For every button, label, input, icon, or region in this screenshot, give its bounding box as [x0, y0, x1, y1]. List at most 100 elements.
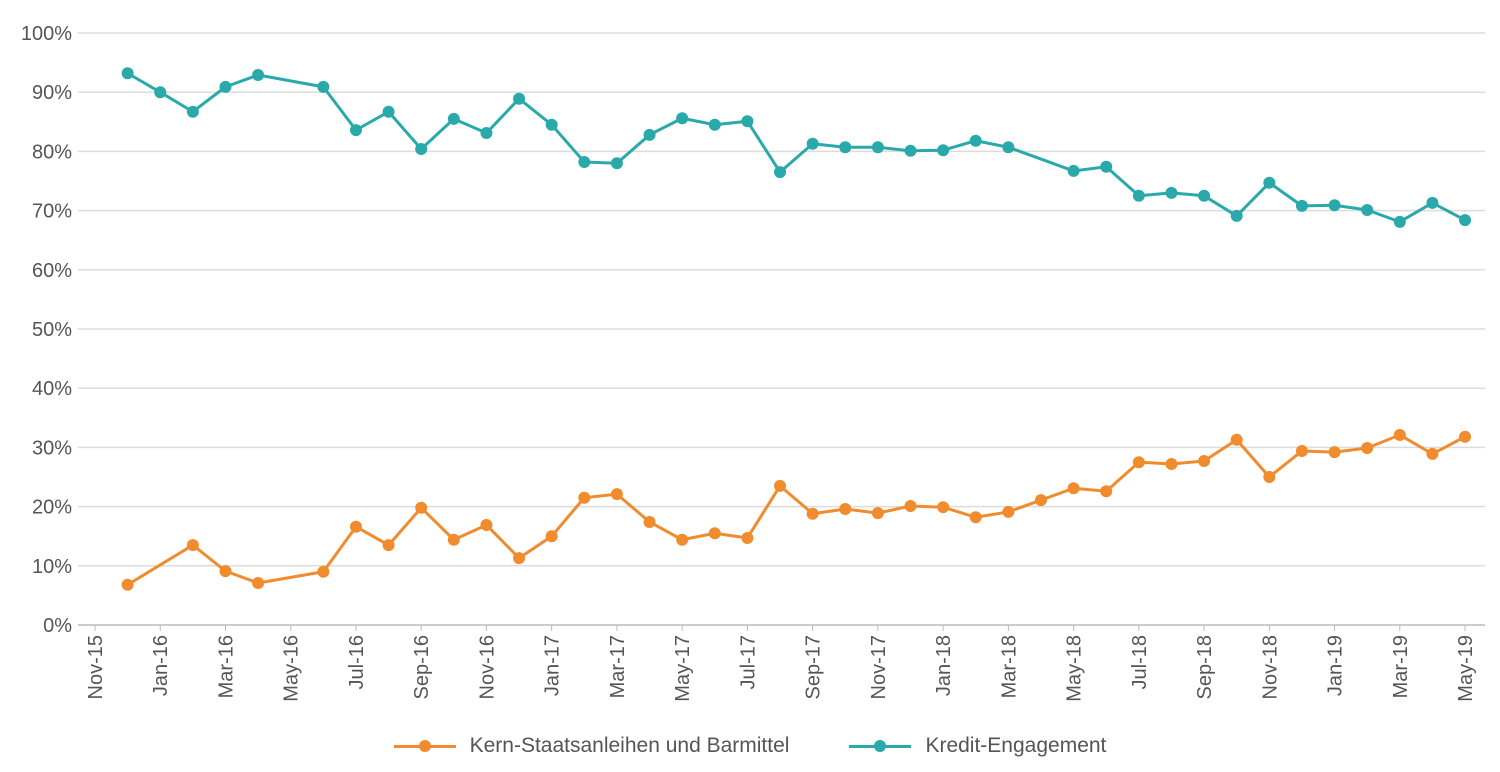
- data-point[interactable]: [1198, 189, 1211, 202]
- data-point[interactable]: [969, 134, 982, 147]
- data-point[interactable]: [1361, 441, 1374, 454]
- data-point[interactable]: [1426, 196, 1439, 209]
- data-point[interactable]: [774, 166, 787, 179]
- data-point[interactable]: [1361, 204, 1374, 217]
- data-point[interactable]: [774, 479, 787, 492]
- x-tick-label: Nov-17: [868, 635, 890, 699]
- data-point[interactable]: [382, 105, 395, 118]
- data-point[interactable]: [1165, 457, 1178, 470]
- legend-item-kredit-engagement[interactable]: Kredit-Engagement: [849, 734, 1106, 758]
- data-point[interactable]: [219, 565, 232, 578]
- data-point[interactable]: [1132, 189, 1145, 202]
- data-point[interactable]: [121, 578, 134, 591]
- data-point[interactable]: [415, 143, 428, 156]
- data-point[interactable]: [1263, 176, 1276, 189]
- x-tick-label: May-17: [672, 635, 694, 702]
- teal-line-marker-icon: [849, 739, 912, 752]
- data-point[interactable]: [643, 515, 656, 528]
- data-point[interactable]: [1263, 471, 1276, 483]
- data-point[interactable]: [839, 141, 852, 154]
- data-point[interactable]: [1132, 456, 1145, 469]
- data-point[interactable]: [578, 491, 591, 504]
- data-point[interactable]: [480, 127, 493, 140]
- data-point[interactable]: [708, 527, 721, 540]
- data-point[interactable]: [1230, 209, 1243, 222]
- data-point[interactable]: [806, 137, 819, 150]
- data-point[interactable]: [1002, 141, 1015, 154]
- data-point[interactable]: [480, 518, 493, 531]
- data-point[interactable]: [1459, 430, 1472, 443]
- x-tick-label: Mar-18: [998, 635, 1020, 698]
- series-1: [121, 67, 1472, 228]
- data-point[interactable]: [1100, 485, 1113, 498]
- data-point[interactable]: [349, 124, 362, 137]
- data-point[interactable]: [447, 533, 460, 546]
- data-point[interactable]: [1002, 505, 1015, 518]
- data-point[interactable]: [513, 92, 526, 105]
- y-tick-label: 90%: [32, 82, 72, 104]
- data-point[interactable]: [349, 520, 362, 533]
- x-tick-label: Jul-18: [1129, 635, 1151, 689]
- data-point[interactable]: [806, 507, 819, 520]
- x-axis: Nov-15 Jan-16 Mar-16 May-16 Jul-16 Sep-16 Nov-…: [85, 625, 1477, 702]
- data-point[interactable]: [447, 112, 460, 125]
- data-point[interactable]: [578, 156, 591, 169]
- data-point[interactable]: [937, 144, 950, 157]
- data-point[interactable]: [1067, 482, 1080, 495]
- legend-label: Kredit-Engagement: [925, 734, 1107, 757]
- data-point[interactable]: [1295, 199, 1308, 212]
- data-point[interactable]: [415, 501, 428, 514]
- data-point[interactable]: [643, 128, 656, 141]
- data-point[interactable]: [1295, 444, 1308, 457]
- data-point[interactable]: [1459, 214, 1472, 227]
- data-point[interactable]: [154, 86, 167, 99]
- data-point[interactable]: [1165, 186, 1178, 199]
- y-tick-label: 40%: [32, 378, 72, 400]
- data-point[interactable]: [252, 69, 265, 82]
- data-point[interactable]: [1393, 428, 1406, 441]
- y-tick-label: 10%: [32, 556, 72, 578]
- y-axis: 0% 10% 20% 30% 40% 50% 60% 70% 80% 90% 100%: [21, 23, 72, 637]
- data-point[interactable]: [513, 552, 526, 565]
- data-point[interactable]: [1426, 447, 1439, 460]
- data-point[interactable]: [545, 118, 558, 131]
- data-point[interactable]: [904, 144, 917, 157]
- data-point[interactable]: [1328, 199, 1341, 212]
- data-point[interactable]: [741, 115, 754, 128]
- data-point[interactable]: [969, 511, 982, 524]
- data-point[interactable]: [904, 500, 917, 513]
- data-point[interactable]: [186, 539, 199, 552]
- data-point[interactable]: [871, 507, 884, 520]
- x-tick-label: Jan-19: [1325, 635, 1347, 696]
- data-point[interactable]: [610, 488, 623, 501]
- data-point[interactable]: [317, 80, 330, 93]
- y-tick-label: 60%: [32, 260, 72, 282]
- data-point[interactable]: [839, 502, 852, 515]
- data-point[interactable]: [937, 501, 950, 514]
- data-point[interactable]: [317, 565, 330, 578]
- data-point[interactable]: [545, 530, 558, 543]
- data-point[interactable]: [1393, 215, 1406, 228]
- data-point[interactable]: [1100, 160, 1113, 173]
- data-point[interactable]: [382, 539, 395, 552]
- data-point[interactable]: [1198, 455, 1211, 468]
- data-point[interactable]: [708, 118, 721, 131]
- data-point[interactable]: [1034, 494, 1047, 507]
- data-point[interactable]: [121, 67, 134, 80]
- x-tick-label: Jan-18: [933, 635, 955, 696]
- y-tick-label: 100%: [21, 23, 72, 45]
- data-point[interactable]: [610, 157, 623, 170]
- data-point[interactable]: [252, 576, 265, 589]
- y-tick-label: 20%: [32, 497, 72, 519]
- data-point[interactable]: [1328, 446, 1341, 459]
- data-point[interactable]: [1067, 164, 1080, 177]
- data-point[interactable]: [1230, 433, 1243, 446]
- data-point[interactable]: [676, 533, 689, 546]
- data-point[interactable]: [871, 141, 884, 154]
- data-point[interactable]: [186, 105, 199, 118]
- series-0: [121, 428, 1472, 591]
- data-point[interactable]: [741, 531, 754, 544]
- data-point[interactable]: [676, 112, 689, 125]
- legend-item-kern-staatsanleihen[interactable]: Kern-Staatsanleihen und Barmittel: [393, 734, 789, 758]
- data-point[interactable]: [219, 80, 232, 93]
